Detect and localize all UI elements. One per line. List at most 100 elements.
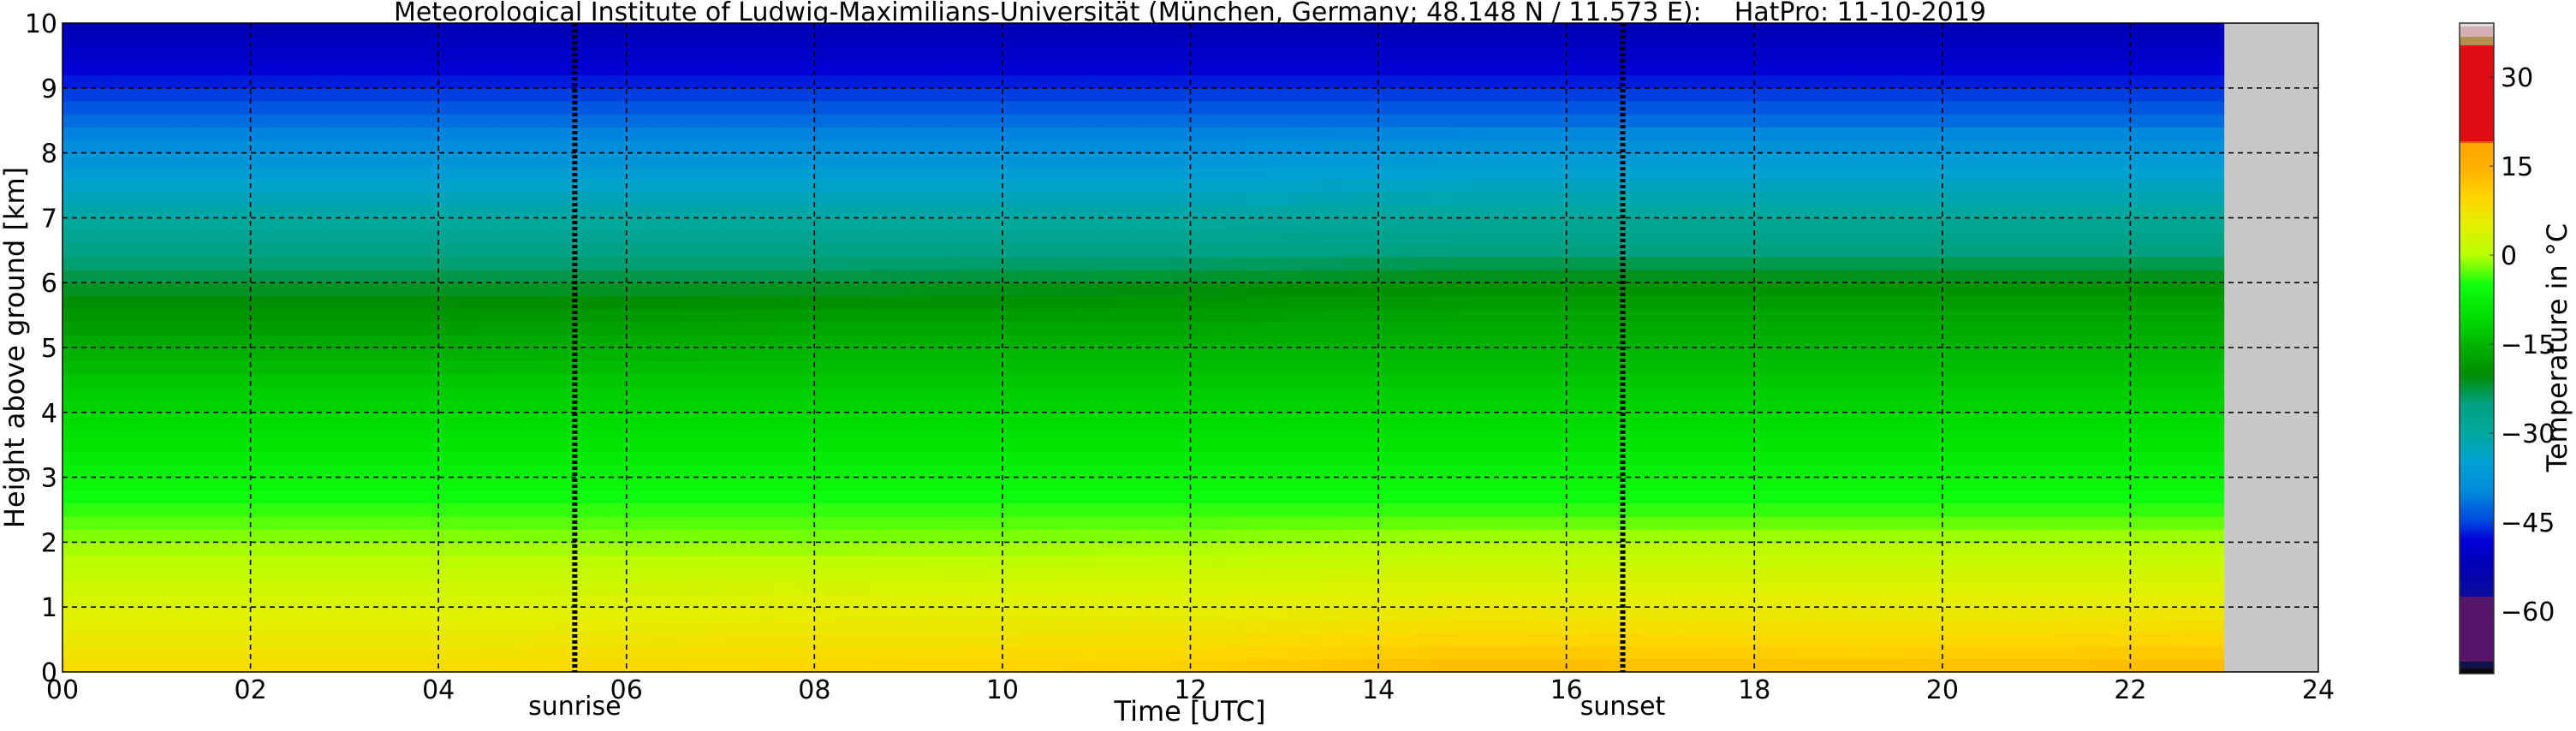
heatmap-cell (1228, 373, 1247, 388)
heatmap-cell (1490, 348, 1511, 361)
heatmap-cell (965, 386, 985, 401)
heatmap-cell (588, 360, 609, 374)
heatmap-cell (1622, 451, 1643, 466)
heatmap-cell (288, 399, 308, 413)
heatmap-cell (795, 152, 815, 167)
heatmap-cell (1641, 74, 1662, 89)
heatmap-cell (1039, 594, 1060, 608)
heatmap-cell (62, 438, 82, 452)
heatmap-cell (1228, 282, 1247, 296)
heatmap-cell (1904, 308, 1925, 323)
heatmap-cell (626, 49, 646, 63)
heatmap-cell (776, 464, 796, 478)
heatmap-cell (682, 140, 703, 154)
heatmap-cell (814, 217, 834, 232)
heatmap-cell (1528, 270, 1549, 283)
heatmap-cell (758, 412, 778, 426)
heatmap-cell (1152, 308, 1173, 323)
heatmap-cell (514, 399, 533, 413)
heatmap-cell (927, 256, 947, 270)
heatmap-cell (1096, 308, 1116, 323)
heatmap-cell (457, 321, 477, 336)
heatmap-cell (269, 658, 289, 673)
heatmap-cell (1490, 633, 1511, 647)
heatmap-cell (1152, 334, 1173, 348)
heatmap-cell (175, 425, 195, 439)
heatmap-cell (438, 23, 458, 37)
heatmap-cell (495, 140, 515, 154)
heatmap-cell (1679, 360, 1698, 374)
heatmap-cell (1660, 152, 1681, 167)
heatmap-cell (269, 334, 289, 348)
heatmap-cell (758, 23, 778, 37)
heatmap-cell (701, 205, 722, 218)
heatmap-cell (1265, 256, 1285, 270)
heatmap-cell (1378, 243, 1398, 258)
heatmap-cell (1359, 412, 1379, 426)
heatmap-cell (1811, 451, 1830, 466)
heatmap-cell (1096, 270, 1116, 283)
heatmap-cell (1133, 490, 1154, 504)
heatmap-cell (1416, 256, 1436, 270)
heatmap-cell (946, 114, 966, 128)
heatmap-cell (588, 140, 609, 154)
heatmap-cell (550, 192, 571, 205)
heatmap-cell (1190, 490, 1211, 504)
heatmap-cell (269, 230, 289, 245)
heatmap-cell (1641, 373, 1662, 388)
heatmap-cell (1472, 360, 1492, 374)
heatmap-cell (1829, 192, 1849, 205)
heatmap-cell (1829, 321, 1849, 336)
heatmap-cell (889, 62, 909, 76)
heatmap-cell (306, 438, 327, 452)
heatmap-cell (663, 243, 684, 258)
heatmap-cell (983, 256, 1003, 270)
heatmap-cell (231, 633, 252, 647)
heatmap-cell (550, 165, 571, 180)
heatmap-cell (175, 321, 195, 336)
heatmap-cell (288, 438, 308, 452)
heatmap-cell (550, 555, 571, 569)
heatmap-cell (1716, 412, 1736, 426)
heatmap-cell (118, 594, 139, 608)
heatmap-cell (1698, 555, 1717, 569)
heatmap-cell (80, 620, 101, 634)
heatmap-cell (1228, 100, 1247, 115)
heatmap-cell (569, 36, 590, 50)
heatmap-cell (776, 62, 796, 76)
heatmap-cell (344, 568, 364, 582)
heatmap-cell (1303, 425, 1323, 439)
heatmap-cell (1660, 386, 1681, 401)
heatmap-cell (871, 205, 890, 218)
heatmap-cell (1848, 373, 1868, 388)
heatmap-cell (1528, 74, 1549, 89)
heatmap-cell (137, 74, 158, 89)
heatmap-cell (739, 256, 759, 270)
heatmap-cell (438, 373, 458, 388)
heatmap-cell (1885, 555, 1906, 569)
heatmap-cell (758, 645, 778, 660)
heatmap-cell (137, 580, 158, 595)
heatmap-cell (1792, 36, 1812, 50)
heatmap-cell (550, 36, 571, 50)
heatmap-cell (1359, 425, 1379, 439)
heatmap-cell (80, 438, 101, 452)
heatmap-cell (306, 542, 327, 556)
heatmap-cell (137, 464, 158, 478)
heatmap-cell (1359, 282, 1379, 296)
heatmap-cell (1698, 49, 1717, 63)
heatmap-cell (250, 490, 271, 504)
heatmap-cell (645, 74, 665, 89)
heatmap-cell (1698, 645, 1717, 660)
heatmap-cell (682, 270, 703, 283)
heatmap-cell (1171, 502, 1192, 517)
heatmap-cell (1641, 114, 1662, 128)
heatmap-cell (1209, 502, 1229, 517)
heatmap-cell (457, 308, 477, 323)
heatmap-cell (908, 192, 928, 205)
heatmap-cell (663, 321, 684, 336)
heatmap-cell (1867, 399, 1887, 413)
heatmap-cell (1754, 140, 1774, 154)
heatmap-cell (99, 425, 120, 439)
heatmap-cell (814, 412, 834, 426)
